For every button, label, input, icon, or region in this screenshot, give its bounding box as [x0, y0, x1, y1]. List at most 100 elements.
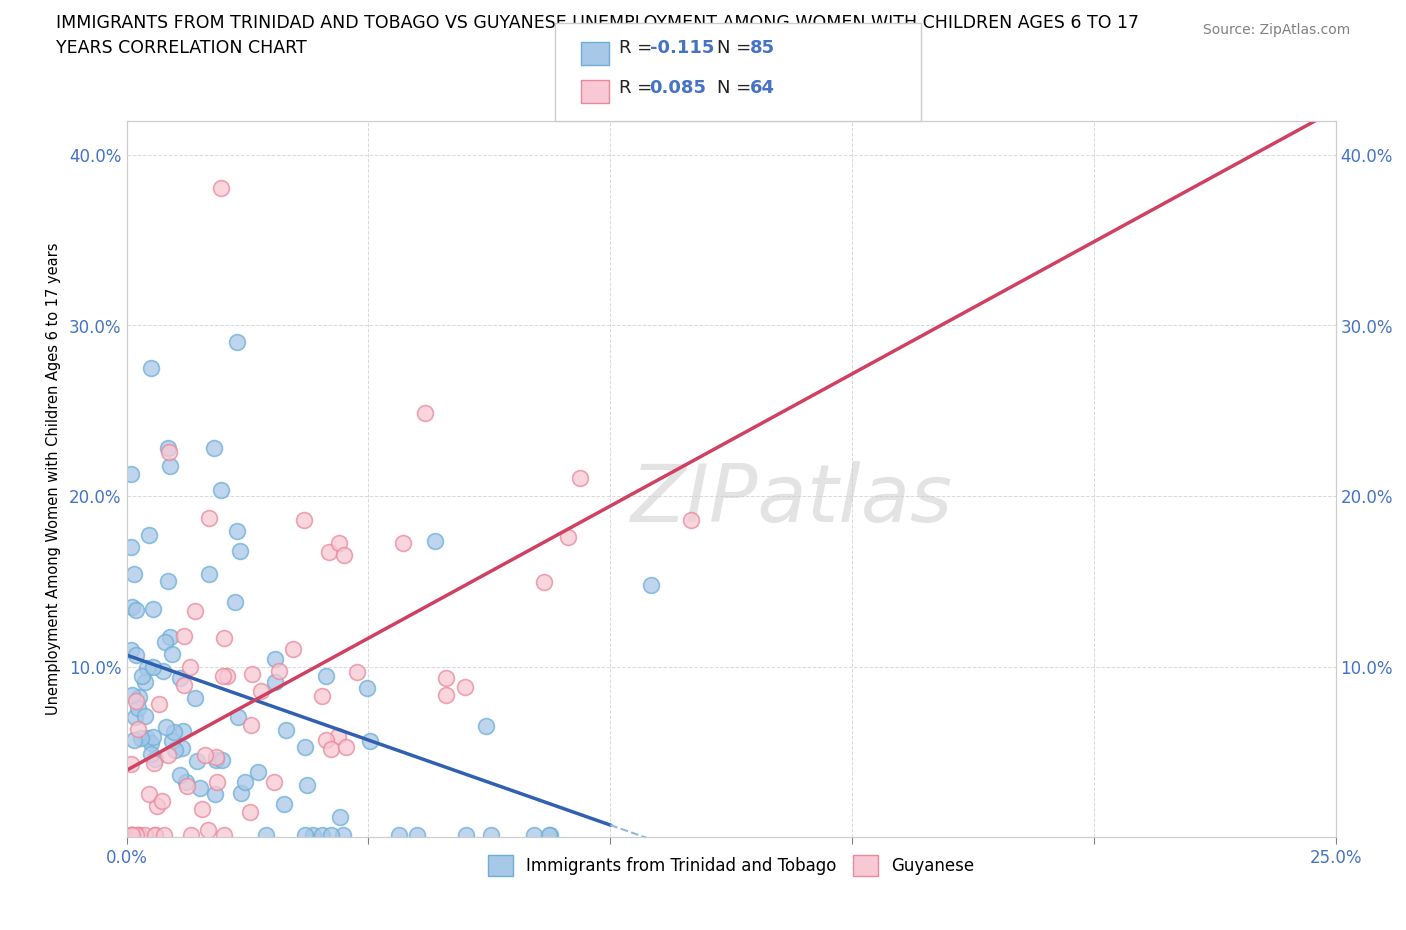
Point	[179, 659, 201, 674]
Text: Source: ZipAtlas.com: Source: ZipAtlas.com	[1202, 23, 1350, 37]
Point	[224, 594, 246, 609]
Point	[145, 828, 167, 843]
Point	[121, 599, 143, 614]
Point	[229, 785, 252, 800]
Point	[538, 828, 561, 843]
Point	[335, 739, 357, 754]
Point	[202, 440, 225, 455]
Point	[157, 441, 180, 456]
Point	[125, 694, 148, 709]
Point	[228, 543, 250, 558]
Text: R =: R =	[619, 39, 658, 58]
Point	[557, 530, 579, 545]
Point	[172, 724, 194, 738]
Point	[127, 701, 149, 716]
Point	[120, 828, 142, 843]
Point	[198, 566, 221, 581]
Point	[152, 663, 174, 678]
Point	[121, 828, 143, 843]
Point	[319, 828, 342, 843]
Point	[160, 646, 183, 661]
Point	[523, 828, 546, 843]
Point	[454, 828, 477, 843]
Point	[209, 483, 232, 498]
Point	[311, 828, 333, 843]
Text: ZIPatlas: ZIPatlas	[630, 461, 953, 539]
Point	[329, 809, 352, 824]
Point	[186, 753, 208, 768]
Point	[124, 732, 146, 747]
Point	[475, 719, 498, 734]
Point	[143, 755, 166, 770]
Point	[405, 828, 427, 843]
Point	[155, 719, 177, 734]
Point	[120, 539, 142, 554]
Point	[134, 828, 156, 843]
Point	[681, 512, 703, 527]
Point	[170, 741, 193, 756]
Point	[120, 828, 142, 843]
Point	[233, 775, 256, 790]
Legend: Immigrants from Trinidad and Tobago, Guyanese: Immigrants from Trinidad and Tobago, Guy…	[481, 849, 981, 883]
Point	[423, 534, 446, 549]
Point	[142, 601, 165, 616]
Point	[124, 710, 146, 724]
Y-axis label: Unemployment Among Women with Children Ages 6 to 17 years: Unemployment Among Women with Children A…	[46, 243, 60, 715]
Point	[537, 828, 560, 843]
Point	[263, 775, 285, 790]
Point	[479, 828, 502, 843]
Point	[128, 828, 150, 843]
Text: N =: N =	[717, 79, 756, 98]
Point	[250, 684, 273, 698]
Point	[120, 467, 142, 482]
Point	[311, 689, 333, 704]
Point	[225, 334, 247, 349]
Point	[226, 524, 249, 538]
Point	[173, 678, 195, 693]
Point	[205, 775, 228, 790]
Point	[169, 767, 191, 782]
Point	[191, 802, 214, 817]
Point	[254, 828, 277, 843]
Point	[198, 511, 221, 525]
Point	[180, 828, 202, 843]
Point	[209, 180, 232, 195]
Point	[184, 604, 207, 618]
Point	[159, 629, 181, 644]
Point	[136, 661, 159, 676]
Point	[197, 822, 219, 837]
Point	[294, 828, 316, 843]
Point	[214, 828, 236, 843]
Point	[146, 799, 169, 814]
Point	[138, 528, 160, 543]
Point	[121, 828, 143, 843]
Point	[211, 753, 233, 768]
Point	[295, 778, 318, 793]
Point	[143, 828, 166, 843]
Point	[163, 724, 186, 739]
Point	[121, 687, 143, 702]
Point	[273, 797, 295, 812]
Text: YEARS CORRELATION CHART: YEARS CORRELATION CHART	[56, 39, 307, 57]
Point	[152, 828, 174, 843]
Point	[226, 710, 249, 724]
Point	[184, 690, 207, 705]
Point	[204, 786, 226, 801]
Point	[315, 669, 337, 684]
Point	[454, 680, 477, 695]
Point	[173, 629, 195, 644]
Point	[346, 665, 368, 680]
Point	[141, 361, 163, 376]
Point	[205, 753, 228, 768]
Point	[125, 602, 148, 617]
Point	[568, 471, 591, 485]
Point	[388, 828, 411, 843]
Point	[332, 828, 354, 843]
Point	[157, 747, 180, 762]
Point	[301, 828, 323, 843]
Point	[239, 805, 262, 820]
Point	[239, 717, 262, 732]
Point	[134, 674, 156, 689]
Point	[267, 663, 290, 678]
Point	[434, 688, 457, 703]
